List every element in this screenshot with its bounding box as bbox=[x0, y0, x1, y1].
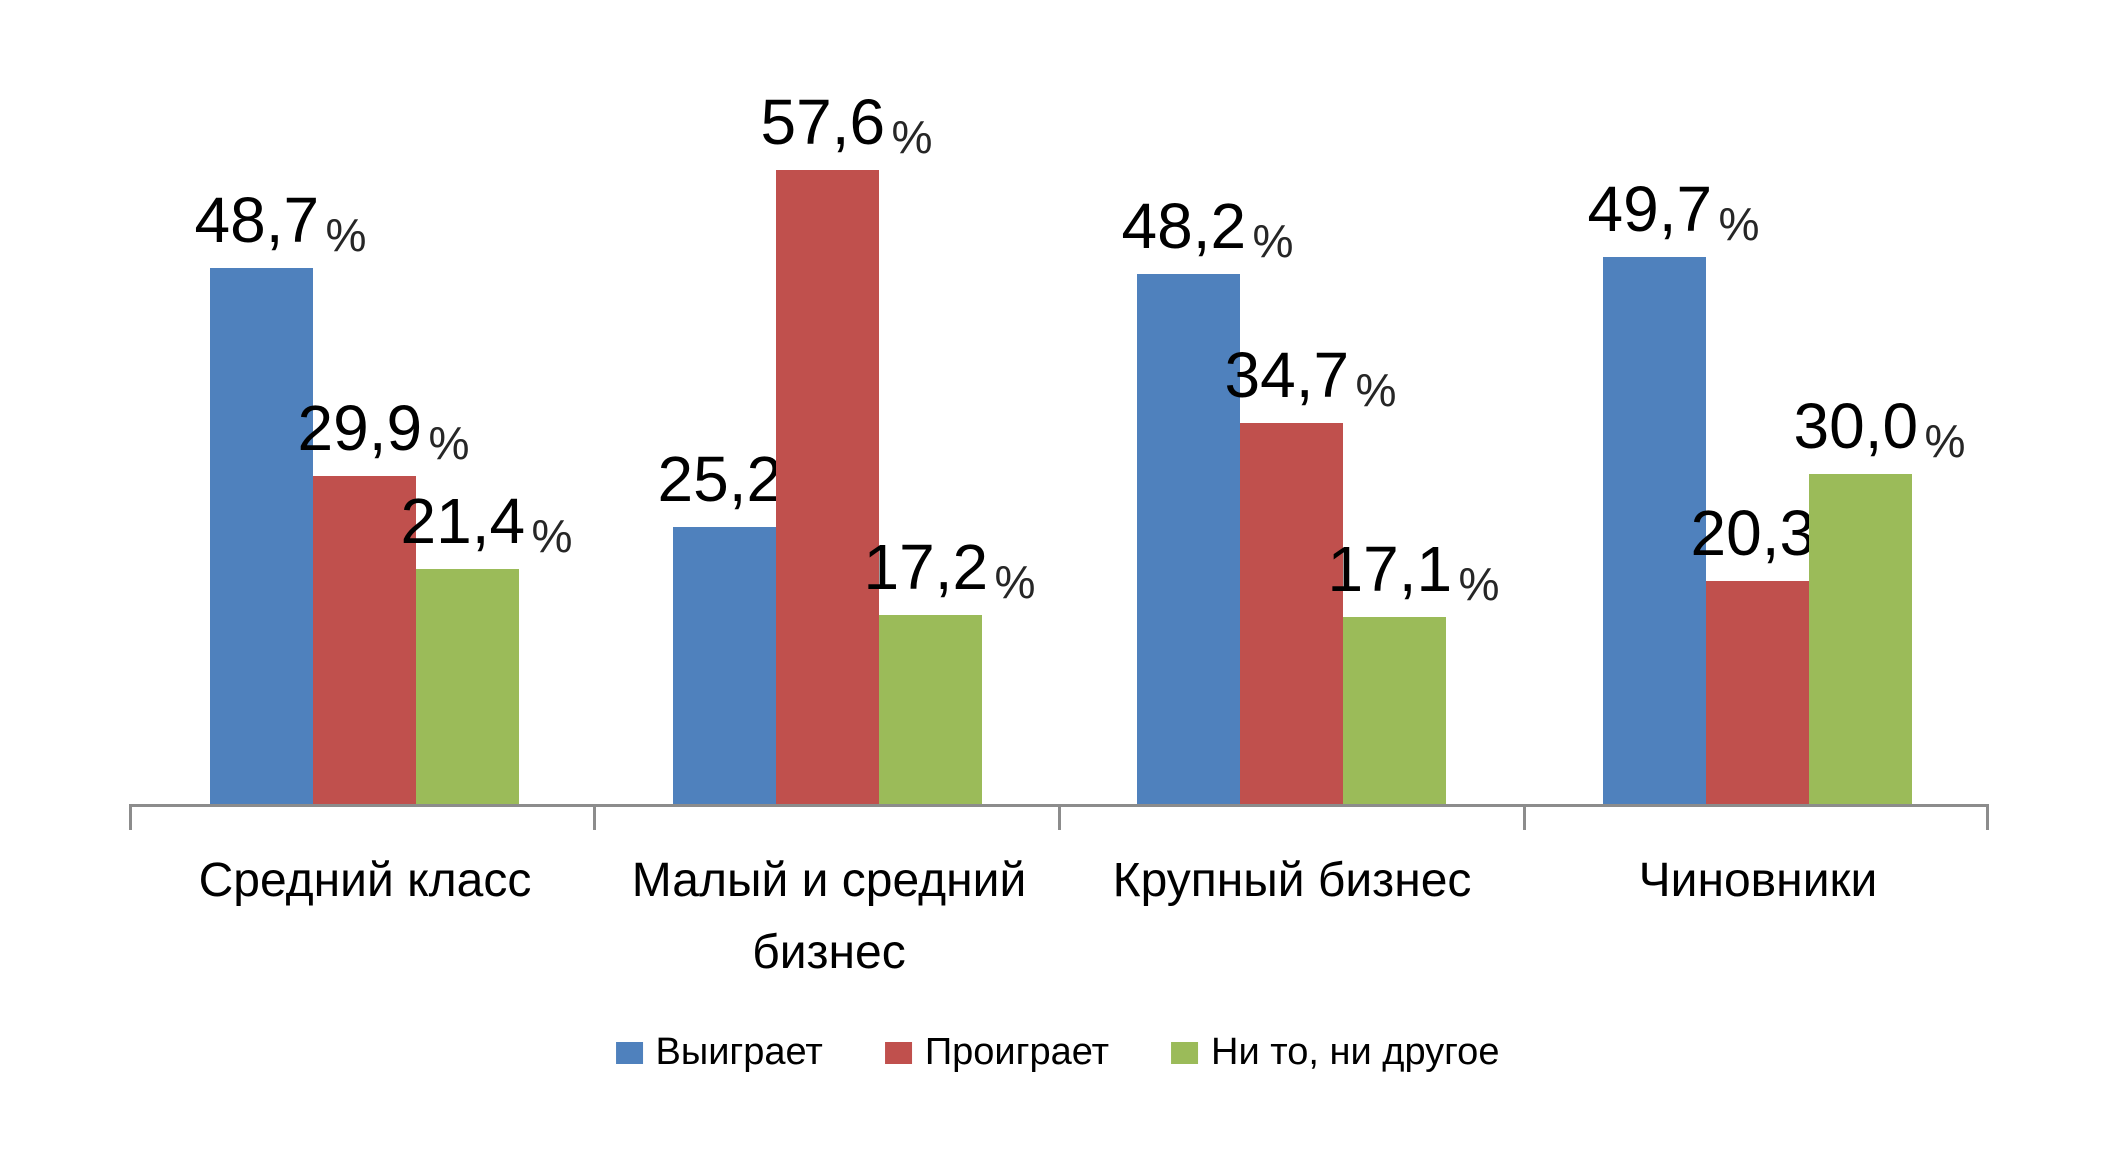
value-number: 48,2 bbox=[1121, 190, 1247, 262]
category-label-1: Средний класс bbox=[198, 854, 532, 907]
percent-sign: % bbox=[325, 209, 367, 262]
category-label-4: Чиновники bbox=[1638, 854, 1878, 907]
x-axis-tick-5 bbox=[1986, 805, 1989, 830]
legend-swatch-icon bbox=[1171, 1041, 1199, 1064]
bar-1-1 bbox=[210, 268, 313, 805]
percent-sign: % bbox=[1924, 415, 1966, 468]
legend: Выиграет Проиграет Ни то, ни другое bbox=[615, 1031, 1500, 1074]
legend-swatch-icon bbox=[615, 1041, 643, 1064]
value-label: 30,0% bbox=[1794, 394, 1966, 464]
value-label: 48,2% bbox=[1122, 194, 1294, 264]
percent-sign: % bbox=[1355, 364, 1397, 417]
value-label: 17,2% bbox=[864, 535, 1036, 605]
value-number: 49,7 bbox=[1587, 173, 1713, 245]
value-label: 49,7% bbox=[1588, 177, 1760, 247]
value-label: 57,6% bbox=[761, 90, 933, 160]
value-label: 17,1% bbox=[1328, 537, 1500, 607]
value-number: 29,9 bbox=[297, 392, 423, 464]
percent-sign: % bbox=[1718, 198, 1760, 251]
legend-item-2: Проиграет bbox=[884, 1031, 1110, 1074]
bar-3-4 bbox=[1809, 474, 1912, 805]
value-number: 17,2 bbox=[863, 531, 989, 603]
value-number: 21,4 bbox=[400, 485, 526, 557]
bar-2-3 bbox=[1240, 423, 1343, 805]
percent-sign: % bbox=[1252, 215, 1294, 268]
percent-sign: % bbox=[994, 556, 1036, 609]
category-label-3: Крупный бизнес bbox=[1112, 854, 1472, 907]
x-axis-tick-3 bbox=[1058, 805, 1061, 830]
value-number: 57,6 bbox=[760, 86, 886, 158]
legend-swatch-icon bbox=[884, 1041, 912, 1064]
bar-1-3 bbox=[1137, 274, 1240, 805]
value-label: 29,9% bbox=[298, 396, 470, 466]
bar-2-2 bbox=[776, 170, 879, 805]
x-axis-tick-1 bbox=[129, 805, 132, 830]
bar-3-3 bbox=[1343, 617, 1446, 805]
bar-3-1 bbox=[416, 569, 519, 805]
percent-sign: % bbox=[428, 417, 470, 470]
legend-label-3: Ни то, ни другое bbox=[1211, 1031, 1500, 1073]
legend-label-2: Проиграет bbox=[924, 1031, 1110, 1073]
legend-label-1: Выиграет bbox=[655, 1031, 823, 1073]
percent-sign: % bbox=[531, 510, 573, 563]
percent-sign: % bbox=[1458, 558, 1500, 611]
value-number: 30,0 bbox=[1793, 390, 1919, 462]
x-axis-tick-4 bbox=[1523, 805, 1526, 830]
value-label: 21,4% bbox=[401, 489, 573, 559]
bar-1-4 bbox=[1603, 257, 1706, 805]
bar-2-4 bbox=[1706, 581, 1809, 805]
value-label: 48,7% bbox=[195, 188, 367, 258]
bar-1-2 bbox=[673, 527, 776, 805]
legend-item-3: Ни то, ни другое bbox=[1171, 1031, 1500, 1074]
x-axis-tick-2 bbox=[593, 805, 596, 830]
bar-3-2 bbox=[879, 615, 982, 805]
value-label: 34,7% bbox=[1225, 343, 1397, 413]
percent-sign: % bbox=[891, 111, 933, 164]
legend-item-1: Выиграет bbox=[615, 1031, 823, 1074]
category-label-2: Малый и средний бизнес bbox=[631, 854, 1027, 979]
value-number: 34,7 bbox=[1224, 339, 1350, 411]
value-number: 25,2 bbox=[657, 443, 783, 515]
value-number: 48,7 bbox=[194, 184, 320, 256]
bar-2-1 bbox=[313, 476, 416, 805]
value-number: 20,3 bbox=[1690, 497, 1816, 569]
value-number: 17,1 bbox=[1327, 533, 1453, 605]
